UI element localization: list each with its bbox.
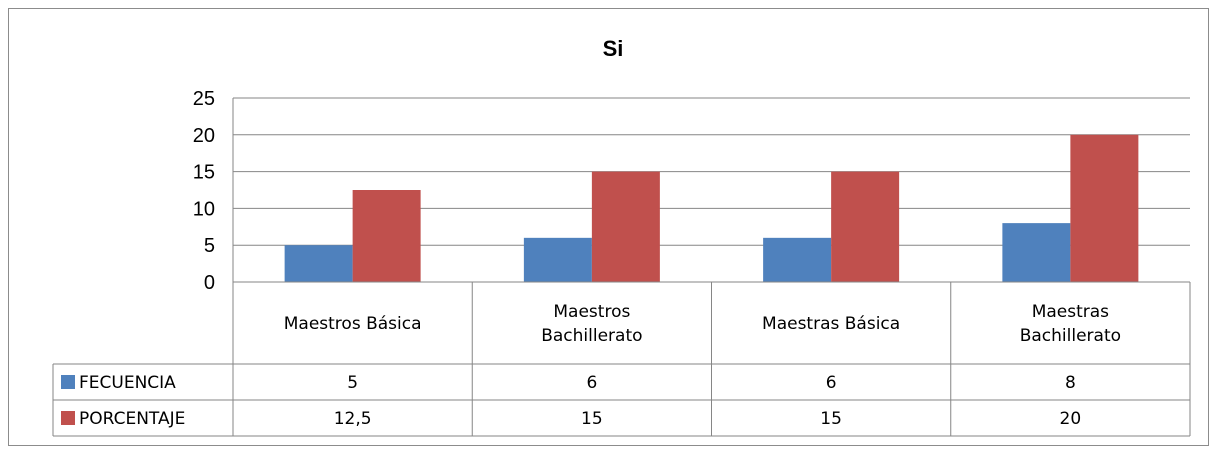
table-cell-fecuencia: 6 (586, 373, 597, 393)
bar-fecuencia-3 (1002, 223, 1071, 282)
y-tick-label: 5 (204, 235, 215, 257)
table-cell-fecuencia: 8 (1065, 373, 1076, 393)
bar-fecuencia-2 (763, 237, 832, 282)
bar-porcentaje-3 (1070, 134, 1139, 282)
y-tick-label: 25 (193, 88, 215, 110)
table-cell-porcentaje: 12,5 (334, 409, 372, 429)
bars (284, 134, 1139, 282)
table-cell-porcentaje: 15 (820, 409, 842, 429)
category-label: Bachillerato (1020, 326, 1121, 346)
category-label: Maestras (1032, 302, 1109, 322)
y-axis-ticks: 0 5 10 15 20 25 (193, 88, 215, 294)
chart-frame: Si 0 5 10 15 20 25 Maestros Básica Maestros Bac… (8, 8, 1209, 446)
table-cell-porcentaje: 15 (581, 409, 603, 429)
chart-title: Si (603, 36, 624, 61)
table-cell-porcentaje: 20 (1060, 409, 1082, 429)
legend-key-porcentaje (61, 411, 75, 425)
legend-label-fecuencia: FECUENCIA (79, 373, 176, 393)
y-tick-label: 20 (193, 125, 215, 147)
bar-porcentaje-1 (591, 171, 660, 282)
category-label: Maestros Básica (284, 314, 422, 334)
y-tick-label: 15 (193, 162, 215, 184)
y-tick-label: 10 (193, 198, 215, 220)
bar-porcentaje-0 (352, 190, 421, 282)
bar-porcentaje-2 (831, 171, 900, 282)
legend-key-fecuencia (61, 375, 75, 389)
table-cell-fecuencia: 6 (826, 373, 837, 393)
category-label: Maestras Básica (762, 314, 900, 334)
bar-chart: Si 0 5 10 15 20 25 Maestros Básica Maestros Bac… (52, 36, 1191, 437)
bar-fecuencia-1 (523, 237, 592, 282)
bar-fecuencia-0 (284, 245, 353, 282)
legend-label-porcentaje: PORCENTAJE (79, 409, 185, 429)
category-label: Maestros (553, 302, 630, 322)
category-label: Bachillerato (541, 326, 642, 346)
y-tick-label: 0 (204, 272, 215, 294)
data-table: Maestros Básica Maestros Bachillerato Maest… (52, 281, 1191, 437)
table-cell-fecuencia: 5 (347, 373, 358, 393)
